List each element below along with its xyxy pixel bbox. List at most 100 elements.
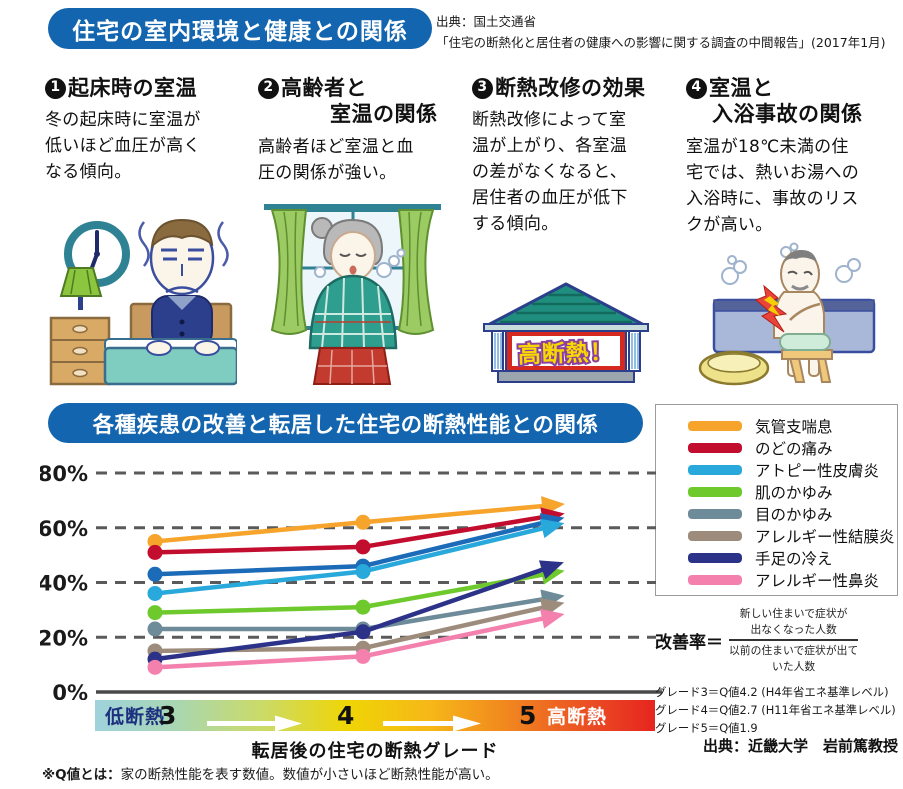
legend-row: 肌のかゆみ bbox=[688, 481, 897, 503]
chart-series-point bbox=[355, 539, 371, 555]
illustration-waking-man bbox=[49, 218, 237, 386]
section-title-line2: 室温の関係 bbox=[330, 102, 438, 127]
right-arrow-icon bbox=[207, 715, 302, 732]
legend-label: アレルギー性結膜炎 bbox=[755, 528, 895, 546]
page-title-banner: 住宅の室内環境と健康との関係 bbox=[48, 8, 432, 49]
numerator-line2: 出なくなった人数 bbox=[750, 622, 837, 636]
grade-note: グレード3＝Q値4.2 (H4年省エネ基準レベル) bbox=[655, 685, 889, 699]
chart-series-point bbox=[355, 624, 371, 640]
insulation-grade-bar: 低断熱 3 4 5 高断熱 bbox=[95, 700, 655, 732]
q-value-footnote: ※Q値とは：家の断熱性能を表す数値。数値が小さいほど断熱性能が高い。 bbox=[42, 763, 499, 783]
section-waking-temp: 1 起床時の室温 冬の起床時に室温が低いほど血圧が高くなる傾向。 bbox=[45, 75, 223, 185]
illustration-bathing-man bbox=[698, 242, 876, 386]
chart-legend: 気管支喘息のどの痛みアトピー性皮膚炎 肌のかゆみ目のかゆみアレルギー性結膜炎 手足の… bbox=[655, 404, 898, 596]
chart-tick-label: 40% bbox=[40, 572, 88, 596]
legend-row: アレルギー性鼻炎 bbox=[688, 569, 897, 591]
chart-series-point bbox=[147, 544, 163, 560]
grade-note: グレード4＝Q値2.7 (H11年省エネ基準レベル) bbox=[655, 703, 896, 718]
chart-tick-label: 60% bbox=[40, 517, 88, 541]
section-bath-accident: 4 室温と 入浴事故の関係 室温が18℃未満の住宅では、熱いお湯への入浴時に、事… bbox=[686, 75, 896, 238]
legend-row: アトピー性皮膚炎 bbox=[688, 459, 897, 481]
grade-q-notes: グレード3＝Q値4.2 (H4年省エネ基準レベル) グレード4＝Q値2.7 (H… bbox=[655, 683, 903, 737]
footnote-text: 家の断熱性能を表す数値。数値が小さいほど断熱性能が高い。 bbox=[120, 767, 499, 783]
grade-3-label: 3 bbox=[159, 701, 177, 730]
section-title-line2: 入浴事故の関係 bbox=[712, 102, 863, 127]
right-arrow-icon bbox=[383, 715, 481, 732]
chart-credit: 出典：近畿大学 岩前篤教授 bbox=[702, 737, 898, 755]
chart-series-arrow bbox=[538, 560, 564, 580]
source-line2: 「住宅の断熱化と居住者の健康への影響に関する調査の中間報告」(2017年1月) bbox=[436, 34, 886, 50]
source-note: 出典：国土交通省 「住宅の断熱化と居住者の健康への影響に関する調査の中間報告」(… bbox=[436, 12, 896, 53]
legend-swatch bbox=[688, 487, 742, 497]
high-insulation-label: 高断熱 bbox=[547, 706, 608, 728]
sign-board bbox=[512, 336, 620, 366]
chart-tick-label: 80% bbox=[40, 462, 88, 486]
curtain-right bbox=[397, 209, 435, 335]
lamp-icon bbox=[78, 294, 83, 310]
chart-series-point bbox=[147, 659, 163, 675]
section-body: 断熱改修によって室温が上がり、各室温の差がなくなると、居住者の血圧が低下する傾向… bbox=[472, 110, 628, 235]
source-line1: 出典：国土交通省 bbox=[436, 14, 537, 29]
legend-swatch bbox=[688, 531, 742, 541]
chart-series-point bbox=[355, 599, 371, 615]
legend-label: 気管支喘息 bbox=[755, 418, 833, 436]
legend-label: 手足の冷え bbox=[755, 550, 833, 568]
formula-lhs: 改善率＝ bbox=[655, 632, 723, 653]
illustration-insulated-house: 高断熱！ bbox=[483, 282, 649, 383]
legend-swatch bbox=[688, 443, 742, 453]
legend-row: 気管支喘息 bbox=[688, 415, 897, 437]
legend-label: アレルギー性鼻炎 bbox=[755, 572, 880, 590]
legend-swatch bbox=[688, 421, 742, 431]
page-title: 住宅の室内環境と健康との関係 bbox=[72, 18, 408, 45]
section-retrofit-effect: 3 断熱改修の効果 断熱改修によって室温が上がり、各室温の差がなくなると、居住者… bbox=[472, 75, 672, 237]
chart-series-point bbox=[355, 514, 371, 530]
footnote-term: ※Q値とは： bbox=[42, 767, 121, 783]
section-body: 冬の起床時に室温が低いほど血圧が高くなる傾向。 bbox=[45, 110, 201, 183]
legend-row: アレルギー性結膜炎 bbox=[688, 525, 897, 547]
legend-swatch bbox=[688, 553, 742, 563]
denominator-line2: いた人数 bbox=[772, 659, 816, 673]
section-title: 1 起床時の室温 bbox=[45, 75, 223, 101]
legend-row: のどの痛み bbox=[688, 437, 897, 459]
section-number-badge: 4 bbox=[686, 77, 707, 99]
chart-tick-label: 20% bbox=[40, 626, 88, 650]
section-title: 2 高齢者と bbox=[258, 75, 463, 101]
legend-label: アトピー性皮膚炎 bbox=[755, 462, 880, 480]
chart-series-line bbox=[152, 615, 548, 670]
blanket bbox=[103, 346, 237, 386]
chart-series-point bbox=[355, 564, 371, 580]
grade-4-label: 4 bbox=[337, 701, 355, 730]
legend-label: のどの痛み bbox=[755, 440, 833, 458]
section-number-badge: 2 bbox=[258, 77, 279, 99]
bath-stool bbox=[781, 349, 833, 360]
chart-series-point bbox=[147, 566, 163, 582]
improvement-line-chart: 80% 60% 40% 20% 0% bbox=[38, 450, 670, 705]
chart-series-arrow bbox=[539, 518, 565, 539]
legend-swatch bbox=[688, 509, 742, 519]
chart-title: 各種疾患の改善と転居した住宅の断熱性能との関係 bbox=[92, 412, 599, 438]
chart-tick-label: 0% bbox=[52, 681, 88, 700]
improvement-rate-formula: 改善率＝ 新しい住まいで症状が 出なくなった人数 以前の住まいで症状が出て いた… bbox=[655, 606, 900, 675]
shawl bbox=[308, 274, 398, 350]
house-base bbox=[497, 370, 635, 383]
chart-series-point bbox=[355, 648, 371, 664]
legend-label: 目のかゆみ bbox=[755, 506, 833, 524]
chart-series-arrow bbox=[540, 608, 565, 629]
grade-5-label: 5 bbox=[519, 701, 537, 730]
section-number-badge: 3 bbox=[472, 77, 493, 99]
section-number-badge: 1 bbox=[45, 77, 66, 99]
grade-note: グレード5＝Q値1.9 bbox=[655, 721, 758, 736]
chart-series-point bbox=[147, 605, 163, 621]
legend-label: 肌のかゆみ bbox=[755, 484, 833, 502]
illustration-elderly-woman bbox=[264, 204, 441, 385]
x-axis-caption: 転居後の住宅の断熱グレード bbox=[251, 741, 499, 762]
denominator-line1: 以前の住まいで症状が出て bbox=[729, 644, 859, 658]
steam-puffs bbox=[721, 242, 861, 285]
chart-series-line bbox=[152, 596, 548, 632]
low-insulation-label: 低断熱 bbox=[105, 706, 166, 728]
legend-swatch bbox=[688, 465, 742, 475]
section-title: 4 室温と bbox=[686, 75, 896, 101]
chart-series-point bbox=[147, 533, 163, 549]
legend-row: 目のかゆみ bbox=[688, 503, 897, 525]
